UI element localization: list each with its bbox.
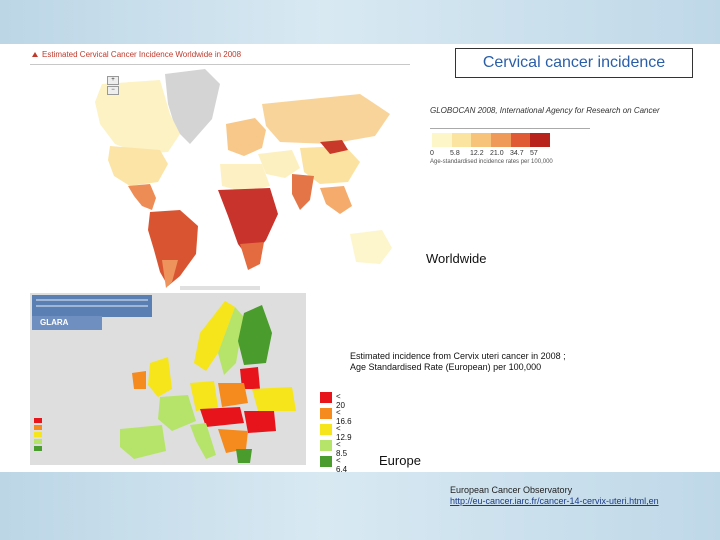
- gradient-step: [432, 133, 452, 147]
- region-russia: [262, 94, 390, 144]
- observatory-credit: European Cancer Observatory: [450, 485, 573, 495]
- world-map-panel: Estimated Cervical Cancer Incidence Worl…: [30, 50, 410, 290]
- legend-label: < 20: [336, 392, 345, 410]
- world-legend-gradient: [432, 133, 550, 147]
- gradient-step: [451, 133, 472, 147]
- region-africa-north: [220, 164, 270, 192]
- region-balkans: [218, 429, 248, 453]
- region-central-europe: [200, 407, 244, 427]
- europe-description-line1: Estimated incidence from Cervix uteri ca…: [350, 351, 566, 361]
- world-map-image: [95, 69, 392, 290]
- legend-tick: 34.7: [510, 150, 524, 157]
- region-finland: [238, 305, 272, 365]
- region-europe: [226, 118, 266, 156]
- legend-swatch: [320, 456, 332, 467]
- europe-label: Europe: [379, 453, 421, 468]
- world-legend-note: Age-standardised incidence rates per 100…: [430, 159, 553, 165]
- region-greenland: [165, 69, 220, 144]
- worldwide-label: Worldwide: [426, 251, 487, 266]
- inset-swatch: [34, 418, 42, 423]
- inset-swatch: [34, 439, 42, 444]
- region-france: [158, 395, 196, 431]
- triangle-icon: [32, 52, 38, 57]
- world-map-caption: Estimated Cervical Cancer Incidence Worl…: [30, 50, 410, 65]
- slide-title: Cervical cancer incidence: [455, 48, 693, 78]
- gradient-step: [471, 133, 491, 147]
- region-greece: [236, 449, 252, 463]
- banner-line: [36, 299, 148, 301]
- region-usa: [108, 146, 168, 186]
- region-uk: [148, 357, 172, 397]
- legend-label: < 16.6: [336, 408, 352, 426]
- region-sweden: [218, 307, 244, 375]
- region-australia: [350, 230, 392, 264]
- region-germany: [190, 381, 218, 411]
- europe-inset-legend: [34, 418, 62, 453]
- region-africa-south: [240, 242, 264, 270]
- inset-swatch: [34, 446, 42, 451]
- legend-tick: 12.2: [470, 150, 484, 157]
- region-baltics: [240, 367, 260, 389]
- region-southeast-asia: [320, 186, 352, 214]
- inset-swatch: [34, 425, 42, 430]
- region-ukraine: [252, 387, 296, 411]
- region-south-america-south: [162, 260, 178, 288]
- region-south-america: [148, 210, 198, 286]
- observatory-link[interactable]: http://eu-cancer.iarc.fr/cancer-14-cervi…: [450, 496, 659, 506]
- region-canada: [95, 80, 180, 154]
- region-italy: [190, 423, 216, 459]
- europe-banner: [32, 295, 152, 317]
- gradient-step: [530, 133, 550, 147]
- region-china: [300, 146, 360, 184]
- legend-swatch: [320, 424, 332, 435]
- region-romania: [244, 411, 276, 433]
- region-central-america: [128, 184, 156, 210]
- region-middle-east: [258, 150, 300, 178]
- zoom-out-icon[interactable]: −: [107, 86, 119, 95]
- region-africa-central: [218, 188, 278, 260]
- legend-tick: 57: [530, 150, 538, 157]
- world-map-caption-text: Estimated Cervical Cancer Incidence Worl…: [42, 50, 242, 59]
- region-mongolia: [320, 140, 348, 154]
- region-antarctica: [180, 286, 260, 290]
- legend-swatch: [320, 408, 332, 419]
- europe-description-line2: Age Standardised Rate (European) per 100…: [350, 362, 542, 372]
- legend-tick: 0: [430, 150, 434, 157]
- legend-swatch: [320, 440, 332, 451]
- region-india: [292, 174, 314, 210]
- legend-divider: [430, 128, 590, 129]
- legend-swatch: [320, 392, 332, 403]
- footer-bar: [0, 472, 720, 540]
- world-legend-ticks: 0 5.8 12.2 21.0 34.7 57: [430, 150, 550, 157]
- region-poland: [218, 383, 248, 407]
- legend-tick: 21.0: [490, 150, 504, 157]
- legend-tick: 5.8: [450, 150, 460, 157]
- legend-label: < 8.5: [336, 440, 348, 458]
- gradient-step: [490, 133, 511, 147]
- gradient-step: [510, 133, 531, 147]
- inset-swatch: [34, 432, 42, 437]
- zoom-in-icon[interactable]: +: [107, 76, 119, 85]
- legend-label: < 6.4: [336, 456, 348, 474]
- legend-label: < 12.9: [336, 424, 352, 442]
- region-iberia: [120, 425, 166, 459]
- world-legend-source: GLOBOCAN 2008, International Agency for …: [430, 106, 660, 115]
- map-zoom-control[interactable]: + −: [106, 76, 120, 98]
- glara-logo: GLARA: [32, 316, 102, 330]
- region-norway: [194, 301, 235, 371]
- banner-line: [36, 305, 148, 307]
- region-ireland: [132, 371, 146, 389]
- europe-description: Estimated incidence from Cervix uteri ca…: [350, 351, 566, 373]
- europe-map-image: [120, 301, 296, 463]
- header-bar: [0, 0, 720, 44]
